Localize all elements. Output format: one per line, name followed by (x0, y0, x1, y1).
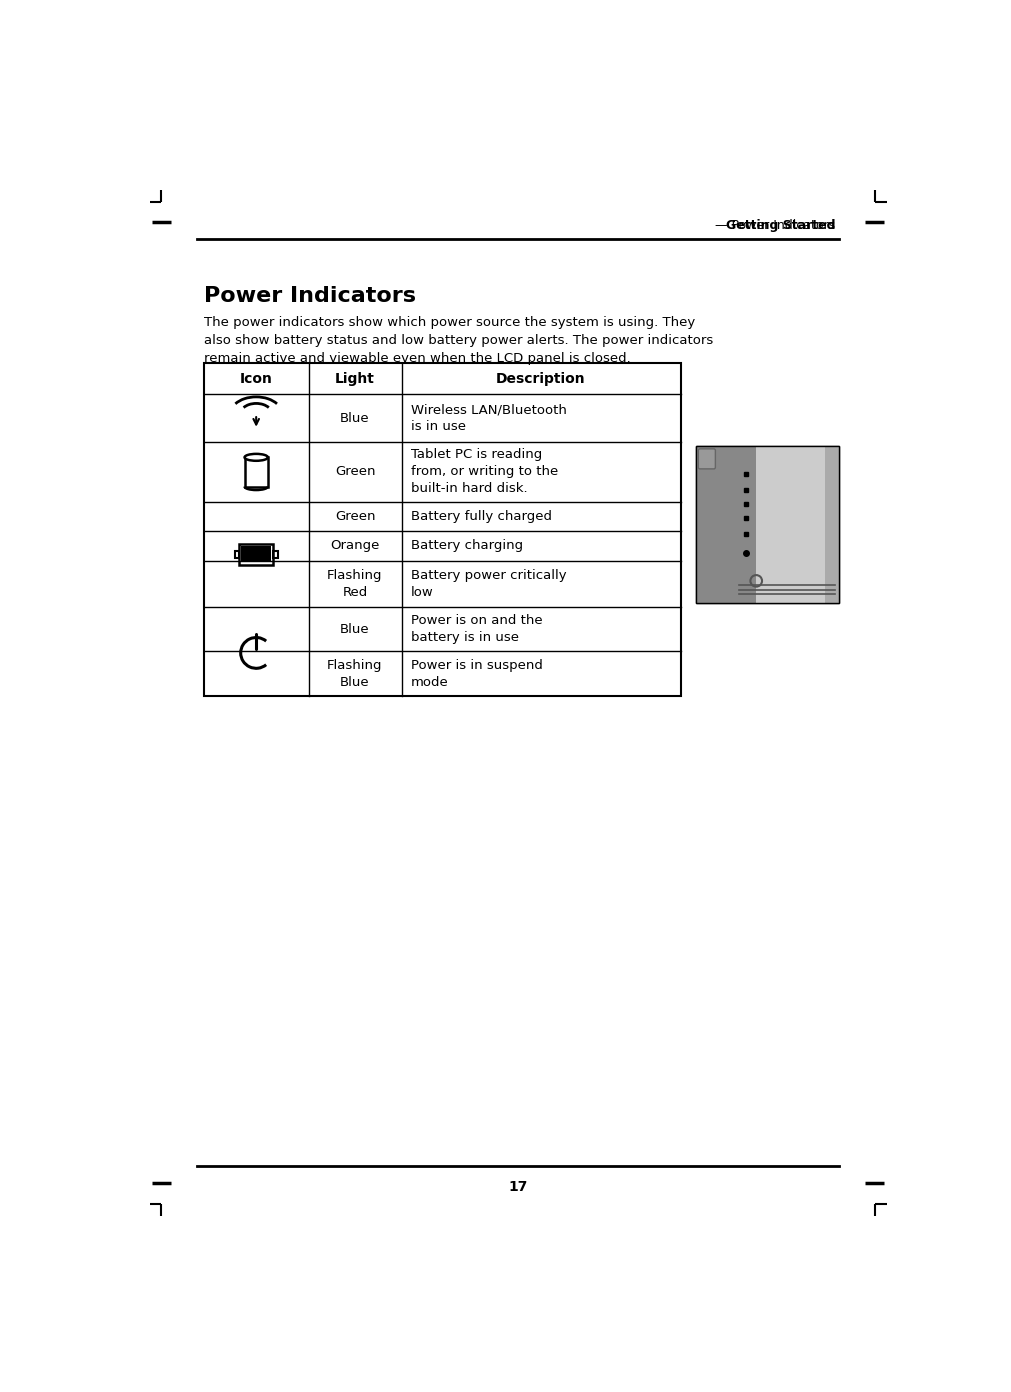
Bar (696, 445, 839, 603)
Text: Flashing
Blue: Flashing Blue (328, 658, 383, 689)
Text: Green: Green (335, 465, 375, 479)
Text: Green: Green (335, 509, 375, 523)
Text: Blue: Blue (340, 622, 370, 636)
Bar (240, 543, 273, 565)
Text: Getting Started: Getting Started (726, 219, 835, 232)
Text: — Power Indicators: — Power Indicators (631, 219, 835, 232)
Text: 17: 17 (509, 1179, 528, 1193)
Text: Flashing
Red: Flashing Red (328, 568, 383, 599)
Text: The power indicators show which power source the system is using. They
also show: The power indicators show which power so… (204, 316, 713, 365)
Text: Description: Description (496, 372, 585, 386)
Text: Power is on and the
battery is in use: Power is on and the battery is in use (410, 614, 543, 644)
Bar (204, 363, 680, 696)
Text: Battery fully charged: Battery fully charged (410, 509, 552, 523)
Bar (235, 550, 240, 558)
FancyBboxPatch shape (699, 448, 716, 469)
Text: Tablet PC is reading
from, or writing to the
built-in hard disk.: Tablet PC is reading from, or writing to… (410, 448, 558, 496)
Text: Light: Light (335, 372, 375, 386)
Bar (273, 550, 277, 558)
Text: Blue: Blue (340, 412, 370, 425)
Text: Battery power critically
low: Battery power critically low (410, 568, 566, 599)
Text: Wireless LAN/Bluetooth
is in use: Wireless LAN/Bluetooth is in use (410, 404, 567, 433)
Bar (825, 445, 839, 603)
Bar (245, 458, 268, 487)
Text: Orange: Orange (331, 539, 380, 553)
Bar (696, 445, 839, 603)
Ellipse shape (245, 454, 268, 461)
Text: Battery charging: Battery charging (410, 539, 523, 553)
Text: Power is in suspend
mode: Power is in suspend mode (410, 658, 543, 689)
Text: Icon: Icon (240, 372, 273, 386)
Text: Power Indicators: Power Indicators (204, 287, 416, 306)
Bar (242, 546, 271, 562)
Bar (756, 445, 839, 603)
Bar (696, 445, 756, 603)
